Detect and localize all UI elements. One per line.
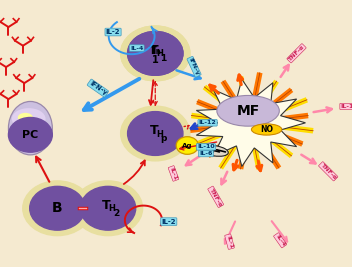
Text: 2: 2: [113, 209, 119, 218]
Ellipse shape: [202, 146, 228, 156]
Text: T: T: [150, 124, 158, 137]
Circle shape: [23, 181, 92, 236]
Text: 1: 1: [160, 54, 166, 63]
Text: IFN-γ: IFN-γ: [188, 57, 200, 76]
Text: IL-10: IL-10: [197, 144, 215, 149]
Ellipse shape: [8, 101, 52, 155]
Circle shape: [121, 26, 190, 81]
Circle shape: [127, 32, 183, 75]
Text: TNF-α: TNF-α: [319, 162, 337, 180]
Ellipse shape: [12, 108, 45, 129]
Text: B: B: [52, 201, 63, 215]
Circle shape: [74, 181, 143, 236]
Text: IL-1: IL-1: [340, 104, 352, 109]
Circle shape: [121, 106, 190, 161]
Text: PC: PC: [22, 130, 38, 140]
Text: Tₕ: Tₕ: [149, 46, 162, 56]
Circle shape: [121, 26, 190, 81]
Polygon shape: [196, 79, 306, 166]
Circle shape: [8, 117, 52, 152]
Text: T: T: [102, 199, 111, 211]
Circle shape: [127, 112, 183, 155]
Text: IL-6: IL-6: [199, 151, 213, 156]
Ellipse shape: [251, 124, 282, 135]
Text: IFN-γ: IFN-γ: [88, 80, 108, 96]
Text: IL-1: IL-1: [169, 166, 178, 180]
Text: IL-1: IL-1: [225, 234, 234, 249]
Circle shape: [176, 137, 199, 154]
Text: H: H: [156, 49, 163, 58]
Text: H: H: [109, 204, 115, 213]
Text: TNF-α: TNF-α: [208, 187, 223, 207]
Text: IL-2: IL-2: [162, 219, 176, 225]
Circle shape: [127, 32, 183, 75]
Circle shape: [30, 186, 85, 230]
Text: 1: 1: [152, 55, 159, 65]
Text: NO: NO: [260, 125, 273, 134]
Text: TNF-α: TNF-α: [288, 44, 306, 62]
Text: p: p: [160, 134, 166, 143]
Circle shape: [80, 186, 136, 230]
Ellipse shape: [18, 113, 33, 122]
Text: Ag: Ag: [182, 143, 193, 148]
Text: IL-2: IL-2: [106, 29, 120, 35]
Text: H: H: [156, 129, 163, 139]
Text: IL-4: IL-4: [130, 46, 143, 50]
Ellipse shape: [217, 95, 279, 126]
Text: MF: MF: [237, 104, 260, 118]
Text: T: T: [150, 44, 158, 57]
Text: IL-4: IL-4: [274, 233, 286, 247]
Text: IL-12: IL-12: [199, 120, 216, 125]
